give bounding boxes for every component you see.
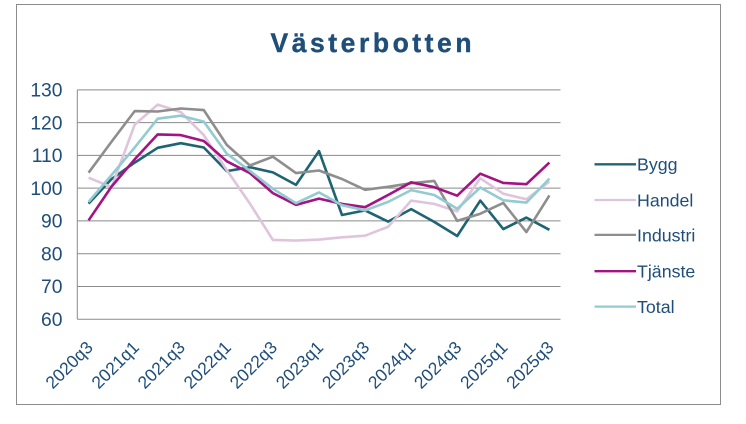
svg-text:80: 80: [41, 244, 62, 265]
svg-text:130: 130: [30, 81, 62, 102]
svg-text:Handel: Handel: [637, 190, 693, 210]
svg-text:Total: Total: [637, 297, 675, 317]
svg-text:120: 120: [30, 113, 62, 134]
svg-text:Tjänste: Tjänste: [637, 262, 695, 282]
svg-text:70: 70: [41, 277, 62, 298]
svg-text:90: 90: [41, 212, 62, 233]
svg-text:Västerbotten: Västerbotten: [271, 28, 476, 58]
svg-text:100: 100: [30, 179, 62, 200]
svg-text:Industri: Industri: [637, 225, 695, 245]
svg-text:60: 60: [41, 310, 62, 331]
svg-text:Bygg: Bygg: [637, 155, 678, 175]
svg-text:110: 110: [32, 146, 63, 167]
